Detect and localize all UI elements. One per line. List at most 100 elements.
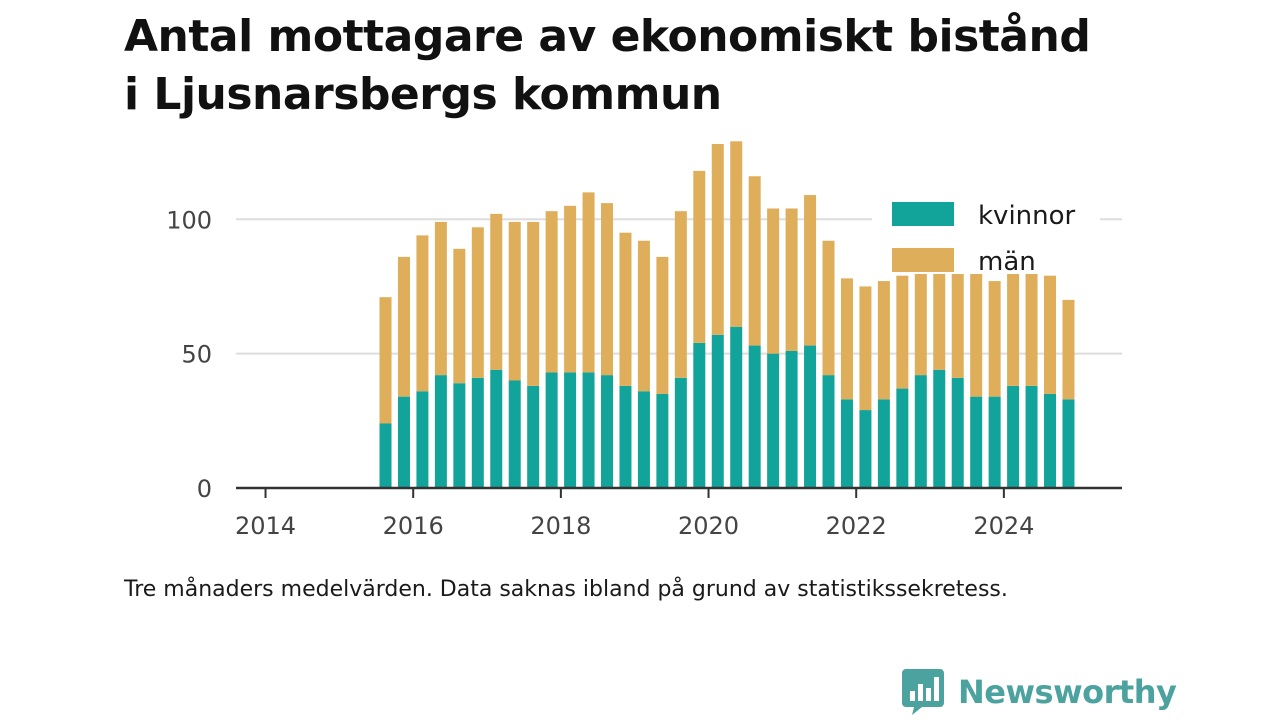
legend-label-kvinnor: kvinnor — [978, 201, 1076, 231]
bar-kvinnor — [767, 353, 780, 488]
bar-man — [1062, 299, 1075, 400]
y-tick-label: 0 — [197, 475, 212, 503]
bar-kvinnor — [1025, 385, 1038, 488]
bar-man — [434, 221, 447, 376]
x-tick-label: 2016 — [383, 512, 444, 540]
bar-man — [379, 297, 392, 424]
bar-man — [804, 195, 817, 346]
bar-man — [1025, 256, 1038, 386]
chart-footnote: Tre månaders medelvärden. Data saknas ib… — [124, 577, 1008, 602]
bar-man — [877, 281, 890, 400]
bar-kvinnor — [859, 410, 872, 488]
chart-title-line-1: Antal mottagare av ekonomiskt bistånd — [124, 11, 1091, 62]
bar-kvinnor — [785, 350, 798, 488]
y-tick-label: 50 — [181, 341, 212, 369]
x-tick-label: 2014 — [235, 512, 296, 540]
bar-kvinnor — [804, 345, 817, 488]
bar-kvinnor — [711, 334, 724, 488]
bar-kvinnor — [601, 375, 614, 488]
bar-man — [914, 259, 927, 376]
bar-kvinnor — [674, 377, 687, 488]
bar-kvinnor — [453, 383, 466, 488]
bar-kvinnor — [896, 388, 909, 488]
bar-kvinnor — [434, 375, 447, 488]
chart-title: Antal mottagare av ekonomiskt bistånd i … — [124, 8, 1091, 124]
bar-man — [601, 203, 614, 376]
bar-man — [933, 243, 946, 370]
bar-man — [582, 192, 595, 373]
bar-man — [471, 227, 484, 378]
bar-kvinnor — [508, 380, 521, 488]
brand-logo: Newsworthy — [902, 668, 1177, 716]
bar-kvinnor — [527, 385, 540, 488]
bar-man — [748, 176, 761, 346]
bar-man — [490, 213, 503, 370]
legend-swatch-man — [892, 248, 954, 272]
bar-man — [619, 232, 632, 386]
bar-kvinnor — [564, 372, 577, 488]
bar-kvinnor — [471, 377, 484, 488]
bar-man — [527, 221, 540, 386]
bar-kvinnor — [490, 369, 503, 488]
bar-man — [656, 256, 669, 394]
bar-man — [730, 141, 743, 327]
legend: kvinnor män — [872, 190, 1100, 277]
bar-kvinnor — [748, 345, 761, 488]
bar-man — [453, 248, 466, 384]
bar-kvinnor — [1007, 385, 1020, 488]
bar-man — [416, 235, 429, 392]
bar-kvinnor — [933, 369, 946, 488]
bar-kvinnor — [582, 372, 595, 488]
bar-kvinnor — [416, 391, 429, 488]
bar-man — [951, 248, 964, 378]
newsworthy-logo-icon — [902, 669, 944, 715]
bar-man — [508, 221, 521, 381]
bar-kvinnor — [397, 396, 410, 488]
bar-man — [767, 208, 780, 354]
bar-kvinnor — [914, 375, 927, 488]
bar-man — [1007, 259, 1020, 386]
y-tick-label: 100 — [166, 206, 212, 234]
bar-man — [822, 240, 835, 376]
x-tick-label: 2020 — [678, 512, 739, 540]
bar-kvinnor — [656, 393, 669, 488]
bar-kvinnor — [877, 399, 890, 488]
bar-man — [970, 273, 983, 397]
x-tick-label: 2024 — [973, 512, 1034, 540]
bar-kvinnor — [988, 396, 1001, 488]
bar-man — [840, 278, 853, 400]
bar-series — [379, 141, 1075, 488]
chart-title-line-2: i Ljusnarsbergs kommun — [124, 69, 722, 120]
bar-kvinnor — [1044, 393, 1057, 488]
bar-man — [564, 205, 577, 373]
bar-man — [674, 211, 687, 378]
legend-label-man: män — [978, 247, 1036, 277]
bar-kvinnor — [1062, 399, 1075, 488]
bar-kvinnor — [840, 399, 853, 488]
bar-man — [693, 170, 706, 343]
x-tick-label: 2022 — [826, 512, 887, 540]
axes: 0 50 100 2014 2016 2018 2020 2022 2024 — [166, 206, 1122, 540]
bar-man — [397, 256, 410, 397]
bar-kvinnor — [822, 375, 835, 488]
bar-man — [785, 208, 798, 351]
bar-man — [859, 286, 872, 411]
bar-man — [711, 144, 724, 335]
bar-man — [988, 281, 1001, 397]
bar-kvinnor — [730, 326, 743, 488]
bar-kvinnor — [970, 396, 983, 488]
bar-man — [637, 240, 650, 392]
bar-kvinnor — [619, 385, 632, 488]
bar-man — [1044, 275, 1057, 394]
brand-name: Newsworthy — [958, 673, 1177, 711]
x-tick-label: 2018 — [530, 512, 591, 540]
bar-kvinnor — [693, 342, 706, 488]
bar-kvinnor — [379, 423, 392, 488]
bar-kvinnor — [545, 372, 558, 488]
legend-swatch-kvinnor — [892, 202, 954, 226]
bar-kvinnor — [637, 391, 650, 488]
bar-man — [545, 211, 558, 373]
bar-man — [896, 275, 909, 389]
bar-kvinnor — [951, 377, 964, 488]
